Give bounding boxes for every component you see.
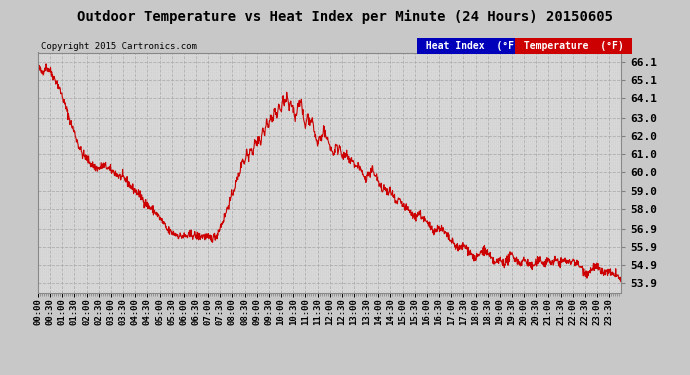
- Text: Copyright 2015 Cartronics.com: Copyright 2015 Cartronics.com: [41, 42, 197, 51]
- Text: Temperature  (°F): Temperature (°F): [518, 41, 629, 51]
- Text: Heat Index  (°F): Heat Index (°F): [420, 41, 526, 51]
- Text: Outdoor Temperature vs Heat Index per Minute (24 Hours) 20150605: Outdoor Temperature vs Heat Index per Mi…: [77, 9, 613, 24]
